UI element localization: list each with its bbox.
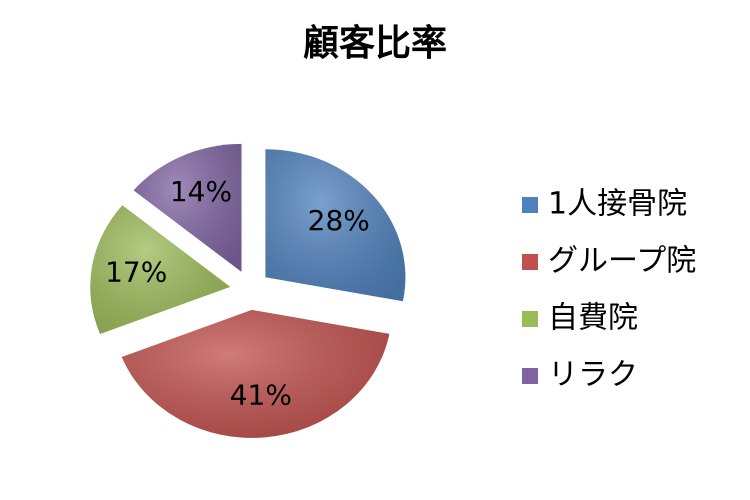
data-label: 17% — [105, 255, 167, 288]
legend-swatch — [522, 368, 538, 384]
legend-label: 自費院 — [548, 301, 638, 336]
slice-shade — [121, 309, 390, 438]
legend-label: リラク — [548, 358, 638, 393]
legend-label: 1人接骨院 — [548, 187, 687, 222]
slice-shade — [90, 205, 231, 334]
legend-label: グループ院 — [548, 244, 696, 279]
slice-shade — [133, 143, 242, 272]
legend-swatch — [522, 254, 538, 270]
legend-swatch — [522, 197, 538, 213]
legend-swatch — [522, 311, 538, 327]
slice-shade — [265, 149, 406, 302]
data-label: 28% — [308, 204, 370, 237]
data-label: 41% — [230, 379, 292, 412]
chart-title: 顧客比率 — [303, 23, 447, 64]
data-label: 14% — [170, 175, 232, 208]
